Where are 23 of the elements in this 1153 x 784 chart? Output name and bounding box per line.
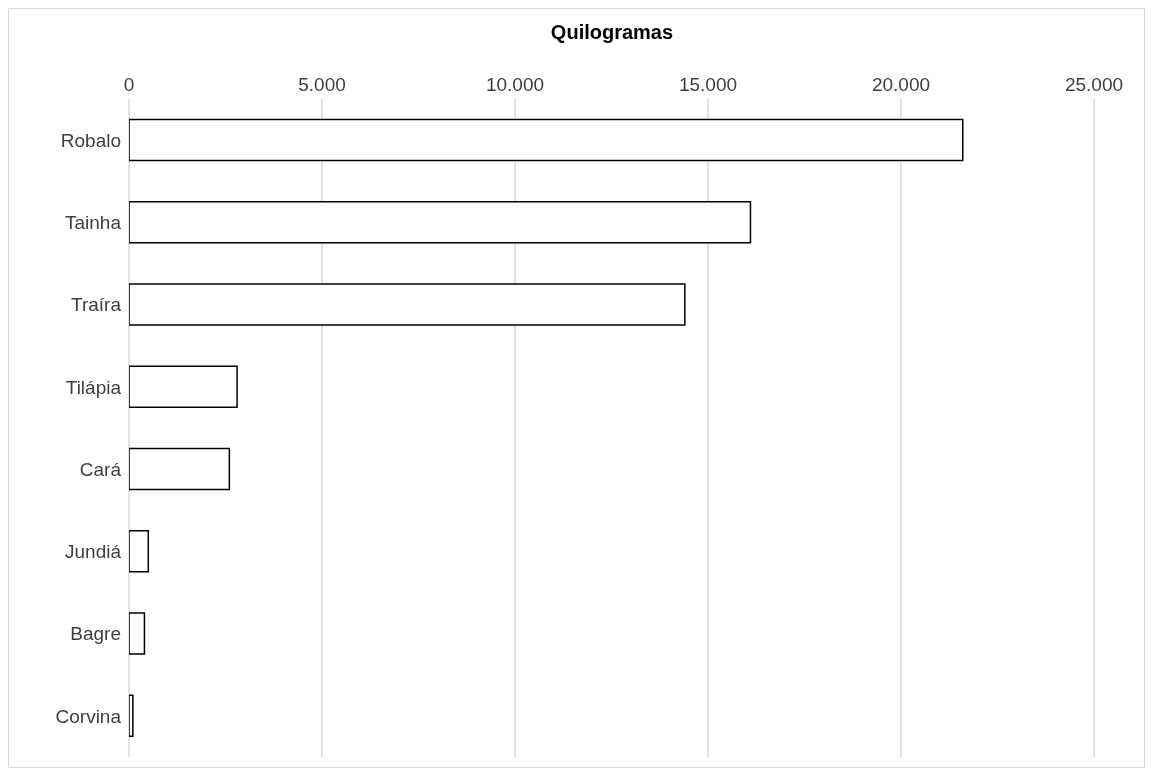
- bar: [129, 612, 146, 655]
- y-tick-label: Corvina: [55, 705, 122, 727]
- x-tick-label: 15.000: [678, 74, 738, 95]
- bar: [129, 365, 238, 409]
- bar: [129, 283, 686, 326]
- y-tick-label: Cará: [79, 458, 122, 480]
- bar: [129, 447, 231, 491]
- x-tick-label: 20.000: [871, 74, 931, 95]
- x-tick-label: 25.000: [1064, 74, 1124, 95]
- x-tick-label: 5.000: [298, 74, 346, 95]
- y-tick-label: Jundiá: [65, 541, 122, 563]
- y-tick-label: Traíra: [71, 294, 122, 316]
- x-axis-title: Quilogramas: [549, 21, 675, 44]
- y-tick-label: Robalo: [60, 129, 121, 151]
- bar: [129, 118, 964, 162]
- y-tick-label: Tilápia: [65, 376, 122, 398]
- bar: [129, 201, 752, 244]
- y-tick-label: Tainha: [65, 212, 122, 234]
- bar: [129, 530, 150, 573]
- x-tick-label: 10.000: [485, 74, 545, 95]
- bar: [129, 694, 134, 738]
- x-tick-label: 0: [123, 74, 135, 95]
- y-tick-label: Bagre: [70, 623, 121, 645]
